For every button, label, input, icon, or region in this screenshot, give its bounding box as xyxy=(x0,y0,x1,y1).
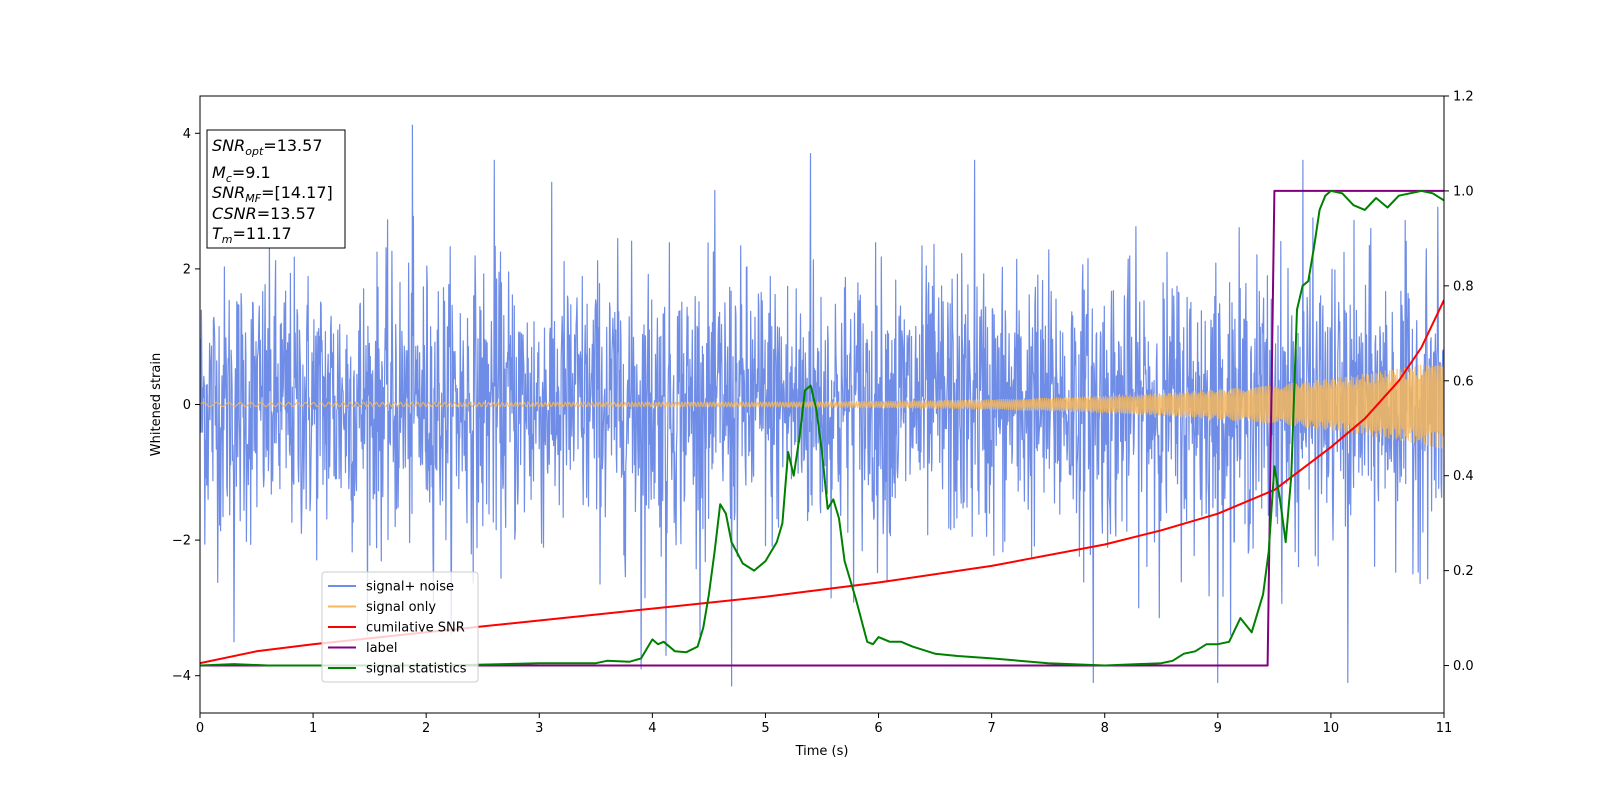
y2-tick-label: 0.6 xyxy=(1453,374,1474,389)
series-line-4 xyxy=(200,189,1444,667)
series-line-1 xyxy=(200,362,1444,449)
x-tick-label: 10 xyxy=(1323,721,1340,736)
x-tick-label: 11 xyxy=(1436,721,1453,736)
y-tick-label: −2 xyxy=(172,534,191,549)
legend-label: signal only xyxy=(366,600,436,615)
legend: signal+ noise signal only cumilative SNR la… xyxy=(321,571,479,683)
y-axis-title: Whitened strain xyxy=(149,353,164,456)
x-tick-label: 3 xyxy=(535,721,543,736)
x-tick-label: 7 xyxy=(987,721,995,736)
annotation-line: Mc=9.1 xyxy=(212,163,271,185)
legend-label: signal+ noise xyxy=(366,580,454,595)
y2-tick-label: 1.2 xyxy=(1453,90,1474,105)
annotation-box-frame xyxy=(206,129,346,249)
legend-label: signal statistics xyxy=(366,662,467,677)
annotation-line: Tm=11.17 xyxy=(212,224,292,246)
x-tick-label: 0 xyxy=(196,721,204,736)
y-tick-label: 4 xyxy=(183,127,191,142)
axes-layer: 0 1 2 3 4 5 6 7 8 9 10 11 −4 −2 0 2 4 0.0 0.2 0.4 0.6 0.8 1.0 1… xyxy=(172,90,1474,737)
annotation-line: CSNR=13.57 xyxy=(212,204,316,223)
annotation-line: SNRMF=[14.17] xyxy=(212,183,333,205)
annotation-box: SNRopt=13.57 Mc=9.1 SNRMF=[14.17] CSNR=1… xyxy=(206,129,346,249)
legend-items: signal+ noise signal only cumilative SNR la… xyxy=(328,580,467,677)
y2-tick-label: 0.4 xyxy=(1453,469,1474,484)
x-tick-label: 9 xyxy=(1214,721,1222,736)
legend-label: cumilative SNR xyxy=(366,621,465,636)
series-line-0 xyxy=(200,124,1444,687)
x-tick-label: 2 xyxy=(422,721,430,736)
y-tick-label: −4 xyxy=(172,669,191,684)
x-tick-label: 1 xyxy=(309,721,317,736)
legend-frame xyxy=(321,571,479,683)
x-tick-label: 8 xyxy=(1101,721,1109,736)
legend-label: label xyxy=(366,641,397,656)
y2-tick-label: 0.8 xyxy=(1453,279,1474,294)
x-tick-label: 4 xyxy=(648,721,656,736)
series-line-3 xyxy=(200,189,1444,667)
y2-tick-label: 1.0 xyxy=(1453,184,1474,199)
x-axis-title: Time (s) xyxy=(795,744,849,759)
x-tick-label: 5 xyxy=(761,721,769,736)
y2-tick-label: 0.0 xyxy=(1453,659,1474,674)
annotation-line: SNRopt=13.57 xyxy=(212,136,323,158)
y2-tick-label: 0.2 xyxy=(1453,564,1474,579)
y-tick-label: 2 xyxy=(183,262,191,277)
x-tick-label: 6 xyxy=(874,721,882,736)
y-tick-label: 0 xyxy=(183,398,191,413)
